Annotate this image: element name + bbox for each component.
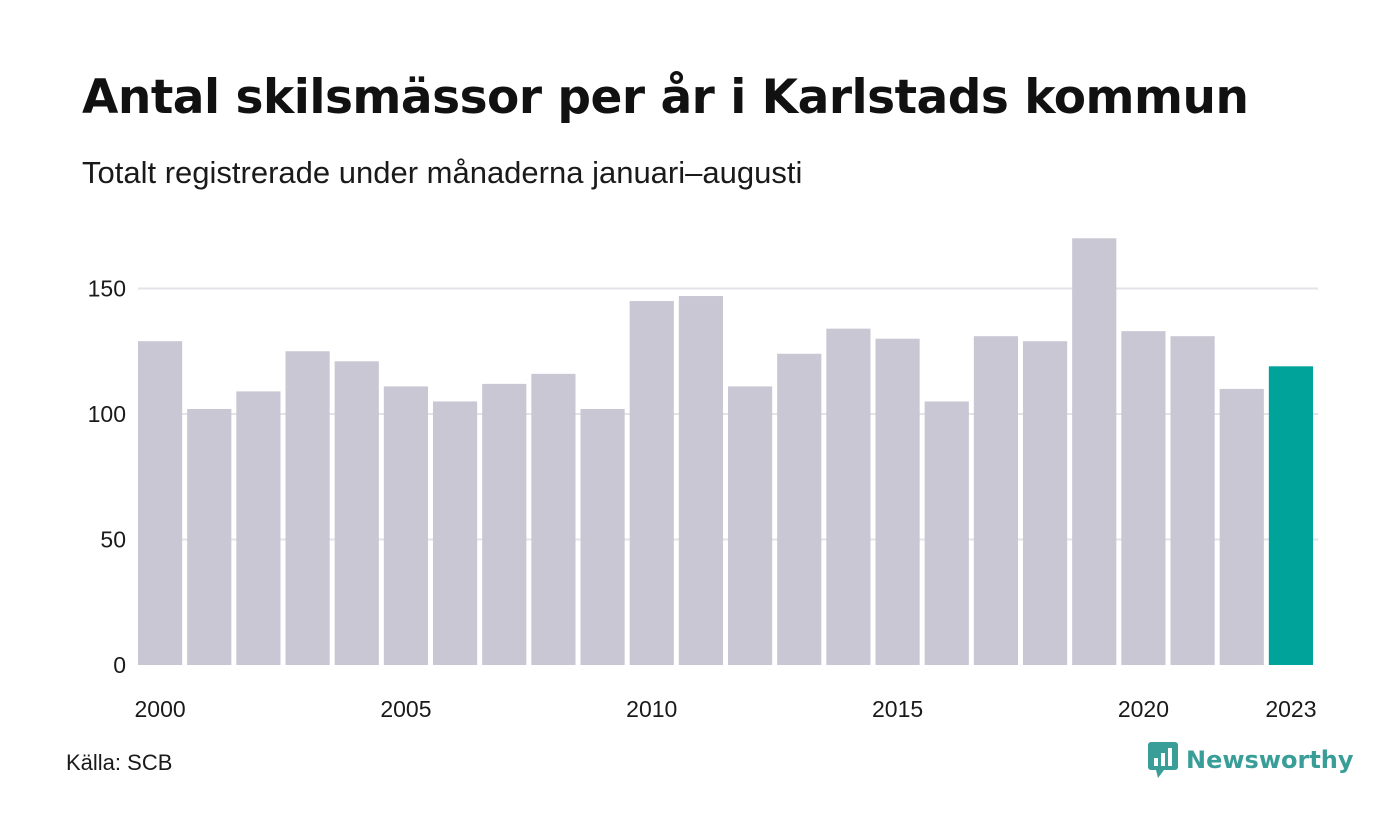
chart-subtitle: Totalt registrerade under månaderna janu… — [82, 155, 803, 190]
x-tick-label: 2020 — [1118, 696, 1169, 722]
bar-2022 — [1219, 388, 1264, 665]
bar-2016 — [924, 401, 969, 665]
bar-2001 — [187, 408, 232, 665]
x-axis-ticks: 2000 2005 2010 2015 2020 2023 — [134, 696, 1316, 722]
bar-2009 — [580, 408, 625, 665]
bar-2010 — [629, 301, 674, 665]
y-tick-label: 100 — [88, 401, 126, 427]
y-tick-label: 50 — [100, 527, 126, 553]
bar-2017 — [973, 336, 1018, 665]
bars — [138, 238, 1313, 666]
y-tick-label: 150 — [88, 276, 126, 302]
x-tick-label: 2000 — [134, 696, 185, 722]
bar-2003 — [285, 351, 330, 665]
x-tick-label: 2010 — [626, 696, 677, 722]
bar-2019 — [1072, 238, 1117, 666]
x-tick-label: 2015 — [872, 696, 923, 722]
bar-2023 — [1268, 366, 1313, 665]
bar-2014 — [826, 328, 871, 665]
bar-2008 — [531, 373, 576, 665]
bar-2005 — [383, 386, 428, 665]
bar-2012 — [728, 386, 773, 665]
newsworthy-logo-icon — [1148, 742, 1178, 778]
bar-2020 — [1121, 331, 1166, 665]
bar-2018 — [1023, 341, 1068, 665]
y-axis-ticks: 0 50 100 150 — [88, 276, 126, 679]
bar-2021 — [1170, 336, 1215, 665]
brand-name: Newsworthy — [1186, 746, 1354, 774]
x-tick-label: 2005 — [380, 696, 431, 722]
x-tick-label: 2023 — [1265, 696, 1316, 722]
bar-2002 — [236, 391, 281, 665]
bar-2015 — [875, 338, 920, 665]
brand-logo: Newsworthy — [1148, 742, 1354, 778]
bar-2007 — [482, 383, 527, 665]
bar-2013 — [777, 353, 822, 665]
bar-2006 — [433, 401, 478, 665]
bar-2011 — [678, 296, 723, 665]
bar-2000 — [138, 341, 183, 665]
y-tick-label: 0 — [113, 652, 126, 678]
source-note: Källa: SCB — [66, 750, 173, 775]
bar-2004 — [334, 361, 379, 665]
chart-title: Antal skilsmässor per år i Karlstads kom… — [82, 70, 1249, 125]
